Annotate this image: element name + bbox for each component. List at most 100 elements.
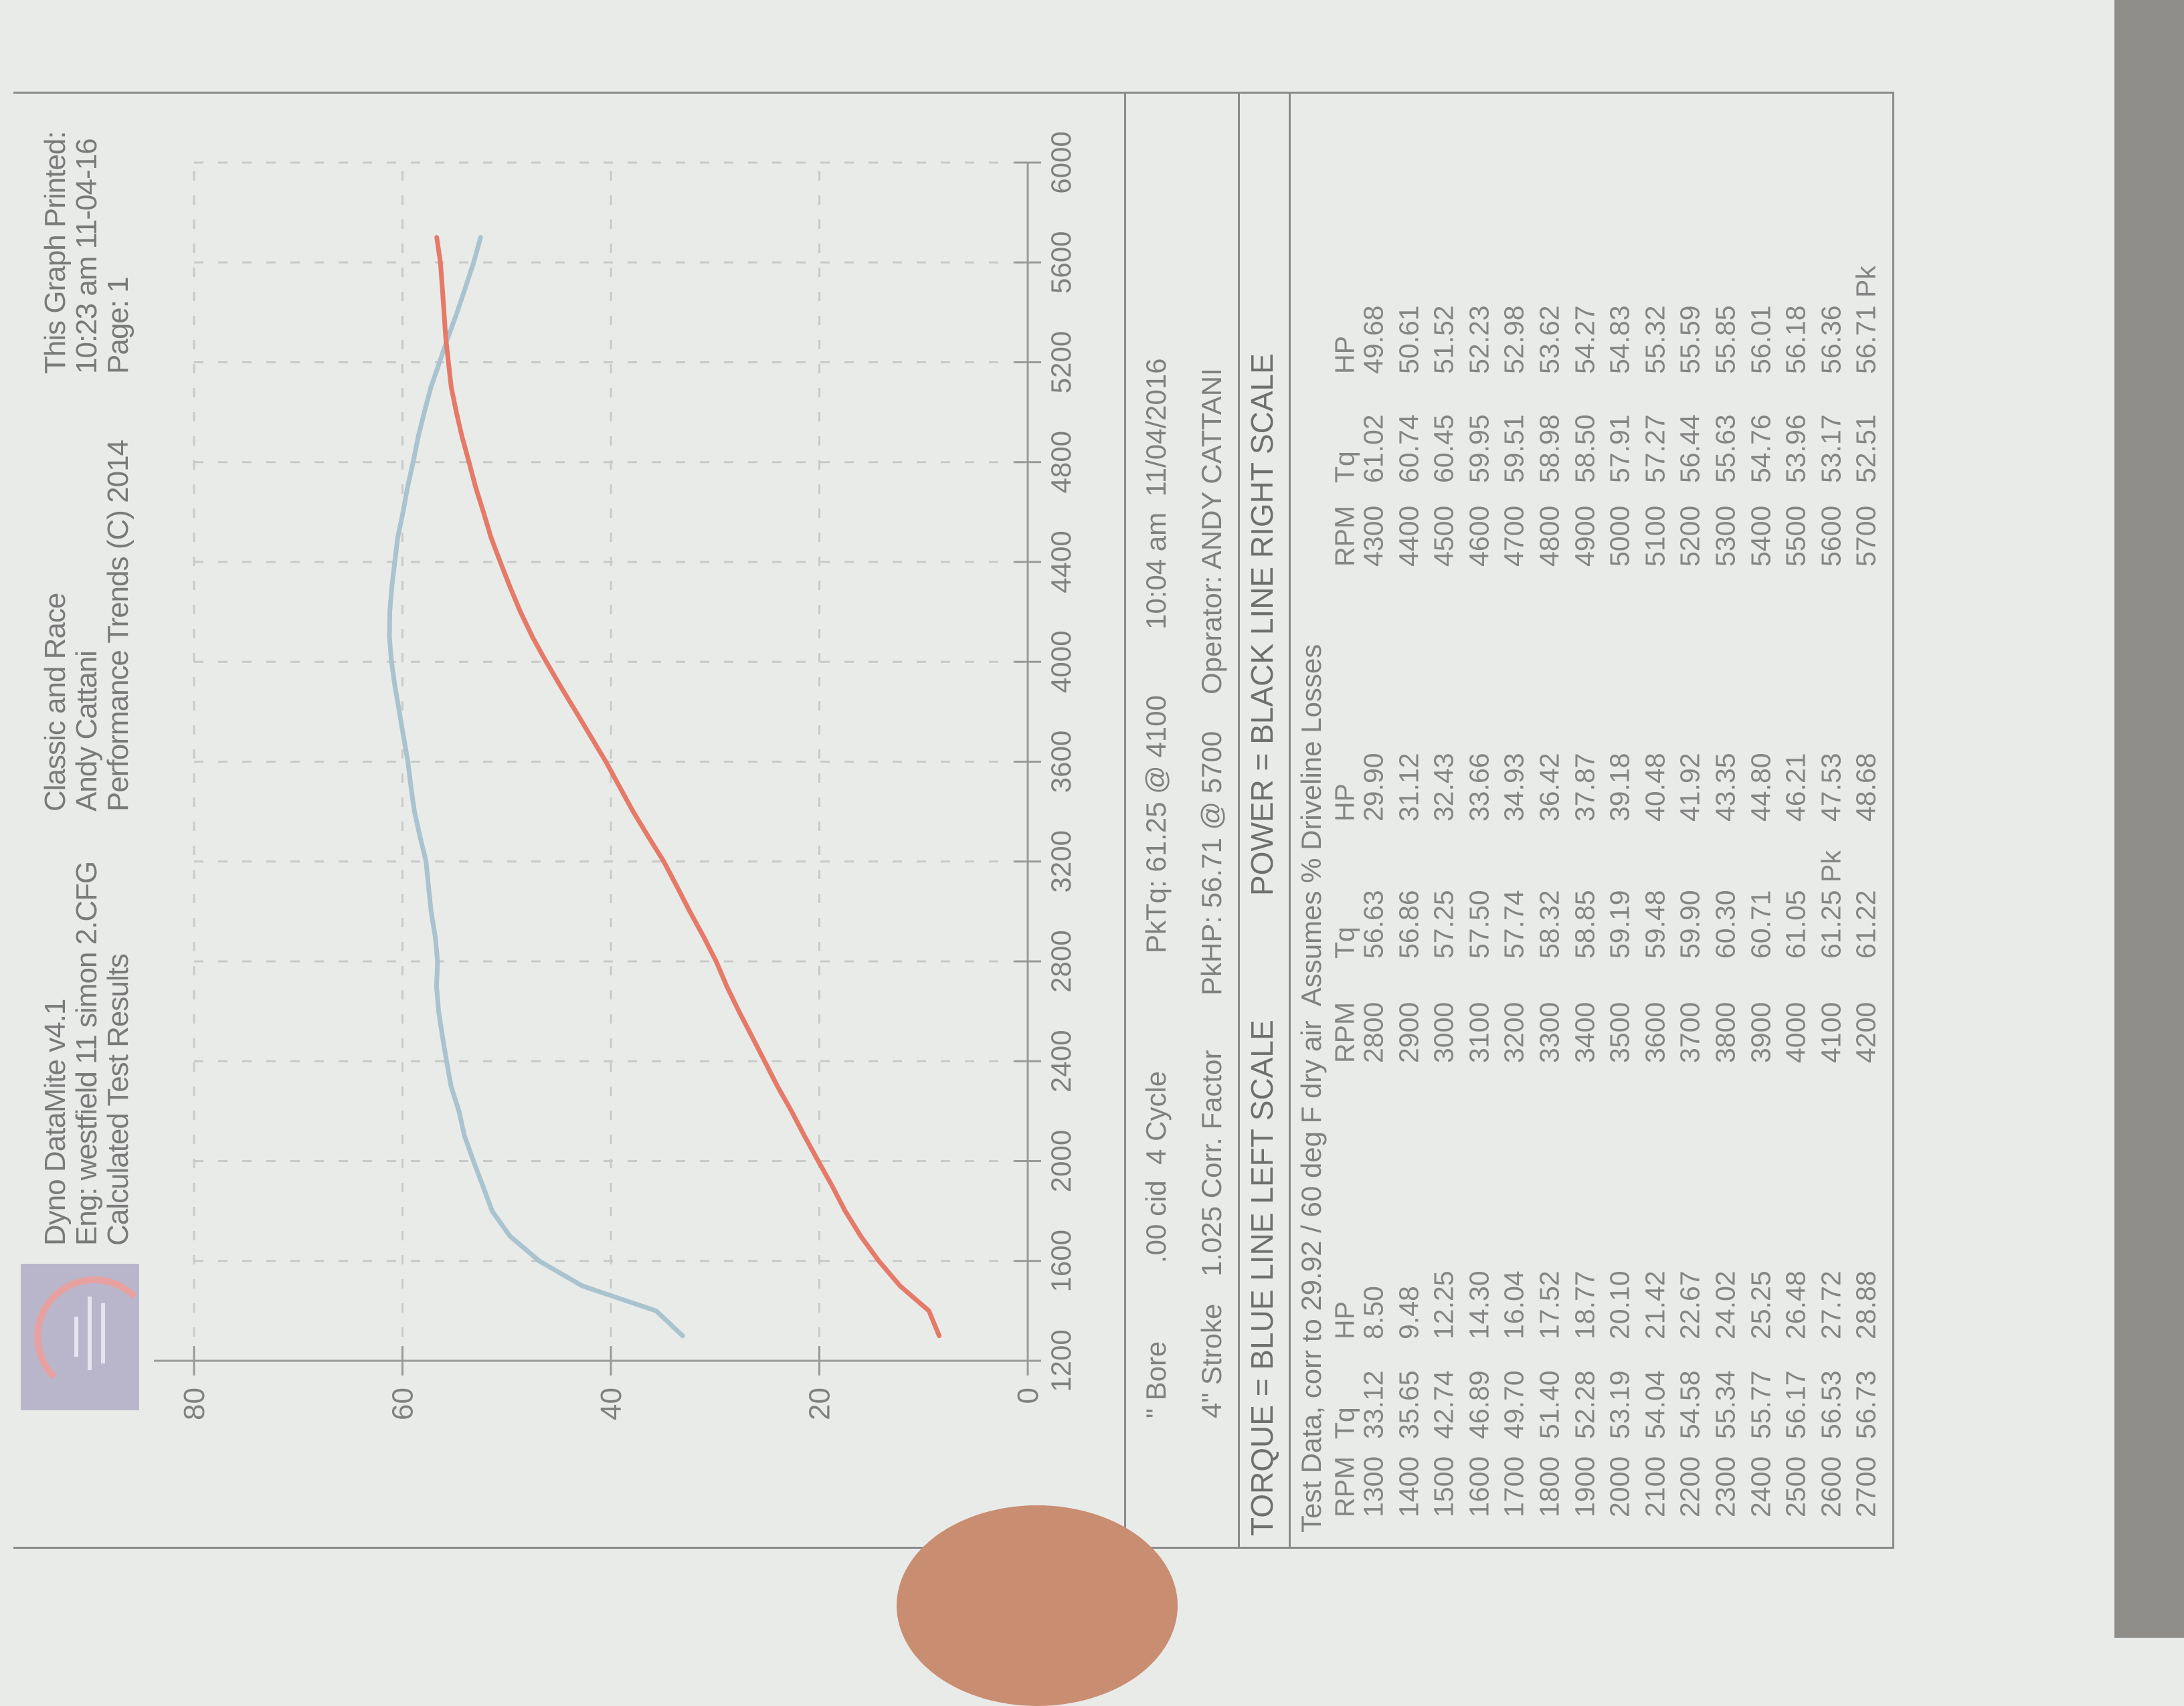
cell-hp: 44.80 xyxy=(1745,753,1777,822)
cell-rpm: 3400 xyxy=(1569,1002,1601,1063)
column-header-tq: Tq xyxy=(1329,1407,1360,1439)
cell-hp: 40.48 xyxy=(1639,753,1671,822)
cell-rpm: 4400 xyxy=(1393,505,1425,567)
cell-hp: 28.88 xyxy=(1850,1270,1882,1339)
cell-torque: 61.02 xyxy=(1358,414,1389,483)
cell-rpm: 3000 xyxy=(1428,1002,1459,1063)
cell-torque: 59.48 xyxy=(1639,890,1671,959)
torque-legend: TORQUE = BLUE LINE LEFT SCALE xyxy=(1245,1020,1279,1536)
cell-rpm: 2500 xyxy=(1780,1456,1811,1517)
cell-hp: 34.93 xyxy=(1498,753,1530,822)
cell-hp: 24.02 xyxy=(1710,1270,1741,1339)
cell-torque: 59.19 xyxy=(1604,890,1635,959)
cell-rpm: 3200 xyxy=(1498,1002,1530,1063)
thumb xyxy=(897,1505,1178,1706)
cell-torque: 35.65 xyxy=(1393,1370,1425,1439)
cell-hp: 22.67 xyxy=(1674,1270,1706,1339)
correction-factor: 1.025 Corr. Factor xyxy=(1196,1050,1227,1276)
cell-torque: 42.74 xyxy=(1428,1370,1459,1439)
cell-hp: 46.21 xyxy=(1780,753,1811,822)
cell-rpm: 5000 xyxy=(1604,505,1635,567)
cell-rpm: 4500 xyxy=(1428,505,1459,567)
cell-torque: 56.73 xyxy=(1850,1370,1882,1439)
stroke: 4" Stroke xyxy=(1196,1303,1227,1418)
cell-rpm: 4600 xyxy=(1463,505,1495,567)
power-legend: POWER = BLACK LINE RIGHT SCALE xyxy=(1245,353,1279,896)
cell-hp: 55.32 xyxy=(1639,305,1671,374)
cell-hp: 49.68 xyxy=(1358,305,1389,374)
displacement: .00 cid 4 Cycle xyxy=(1140,1070,1172,1263)
cell-hp: 52.23 xyxy=(1463,305,1495,374)
cell-torque: 58.98 xyxy=(1534,414,1565,483)
cell-rpm: 2200 xyxy=(1674,1456,1706,1517)
cell-rpm: 5300 xyxy=(1710,505,1741,567)
x-tick-label: 5200 xyxy=(1045,331,1077,393)
info-divider xyxy=(1238,92,1240,1549)
cell-hp: 55.85 xyxy=(1710,305,1741,374)
x-tick-label: 2800 xyxy=(1045,930,1077,992)
cell-hp: 50.61 xyxy=(1393,305,1425,374)
cell-hp: 39.18 xyxy=(1604,753,1635,822)
cell-torque: 58.50 xyxy=(1569,414,1601,483)
cell-torque: 59.95 xyxy=(1463,414,1495,483)
cell-hp: 56.71 Pk xyxy=(1850,266,1882,374)
cell-torque: 56.53 xyxy=(1815,1370,1847,1439)
dyno-chart: 1200 1600 2000 2400 2800 3200 3600 4000 4400 4800… xyxy=(154,131,1077,1420)
cell-hp: 55.59 xyxy=(1674,305,1706,374)
x-tick-label: 3200 xyxy=(1045,830,1077,892)
cell-hp: 51.52 xyxy=(1428,305,1459,374)
cell-torque: 54.04 xyxy=(1639,1370,1671,1439)
cell-rpm: 3100 xyxy=(1463,1002,1495,1063)
cell-hp: 47.53 xyxy=(1815,753,1847,822)
cell-torque: 56.63 xyxy=(1358,890,1389,959)
cell-torque: 59.51 xyxy=(1498,414,1530,483)
cell-rpm: 4200 xyxy=(1850,1002,1882,1063)
cell-rpm: 1800 xyxy=(1534,1456,1565,1517)
power-line xyxy=(434,235,942,1339)
x-tick-label: 6000 xyxy=(1045,131,1077,193)
x-tick-label: 1600 xyxy=(1045,1230,1077,1292)
cell-torque: 53.19 xyxy=(1604,1370,1635,1439)
cell-torque: 56.86 xyxy=(1393,890,1425,959)
cell-hp: 8.50 xyxy=(1358,1286,1389,1339)
cell-rpm: 4800 xyxy=(1534,505,1565,567)
background-edge xyxy=(2114,0,2184,1638)
cell-rpm: 1700 xyxy=(1498,1456,1530,1517)
cell-hp: 54.27 xyxy=(1569,305,1601,374)
cell-rpm: 2100 xyxy=(1639,1456,1671,1517)
cell-rpm: 4000 xyxy=(1780,1002,1811,1063)
column-header-tq: Tq xyxy=(1329,927,1360,959)
cell-torque: 55.77 xyxy=(1745,1370,1777,1439)
cell-torque: 57.91 xyxy=(1604,414,1635,483)
cell-rpm: 3700 xyxy=(1674,1002,1706,1063)
cell-rpm: 5600 xyxy=(1815,505,1847,567)
legend-divider xyxy=(1289,92,1291,1549)
cell-rpm: 2400 xyxy=(1745,1456,1777,1517)
cell-rpm: 2300 xyxy=(1710,1456,1741,1517)
cell-hp: 48.68 xyxy=(1850,753,1882,822)
cell-hp: 29.90 xyxy=(1358,753,1389,822)
cell-torque: 49.70 xyxy=(1498,1370,1530,1439)
cell-hp: 56.36 xyxy=(1815,305,1847,374)
cell-rpm: 3500 xyxy=(1604,1002,1635,1063)
x-tick-label: 2400 xyxy=(1045,1030,1077,1093)
cell-rpm: 4900 xyxy=(1569,505,1601,567)
cell-rpm: 2900 xyxy=(1393,1002,1425,1063)
cell-hp: 14.30 xyxy=(1463,1270,1495,1339)
cell-hp: 12.25 xyxy=(1428,1270,1459,1339)
torque-line xyxy=(387,235,685,1339)
cell-torque: 52.28 xyxy=(1569,1370,1601,1439)
cell-rpm: 5500 xyxy=(1780,505,1811,567)
cell-rpm: 3900 xyxy=(1745,1002,1777,1063)
cell-hp: 31.12 xyxy=(1393,753,1425,822)
cell-torque: 61.05 xyxy=(1780,890,1811,959)
y-tick-label: 60 xyxy=(387,1388,420,1420)
cell-hp: 53.62 xyxy=(1534,305,1565,374)
cell-torque: 54.58 xyxy=(1674,1370,1706,1439)
x-tick-label: 3600 xyxy=(1045,731,1077,793)
column-header-hp: HP xyxy=(1329,336,1360,374)
cell-hp: 25.25 xyxy=(1745,1270,1777,1339)
y-tick-label: 0 xyxy=(1012,1388,1044,1404)
cell-torque: 51.40 xyxy=(1534,1370,1565,1439)
cell-hp: 27.72 xyxy=(1815,1270,1847,1339)
